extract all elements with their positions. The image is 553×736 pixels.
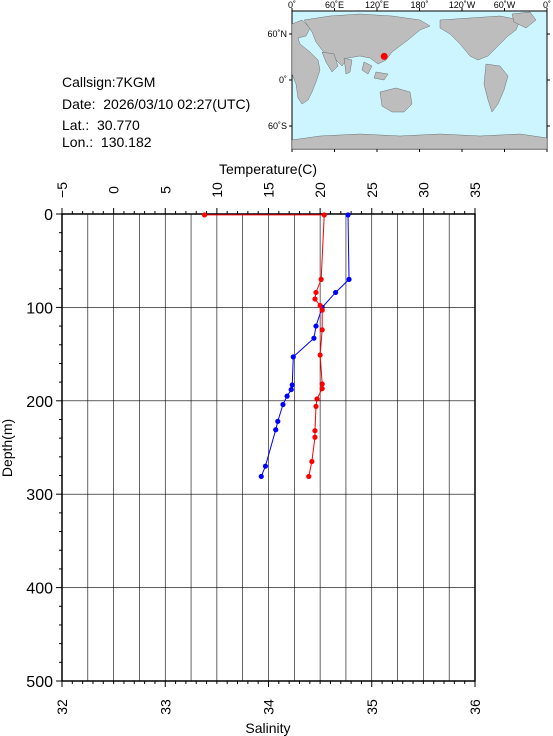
salinity-point [288,386,294,393]
map-land [291,11,548,150]
temperature-tick-label: 5 [157,186,173,194]
temperature-point [312,428,318,434]
salinity-point [275,418,281,424]
temperature-tick-label: 35 [467,182,483,198]
map-lon-label: 120˚W [449,0,476,10]
temperature-point [319,386,325,392]
temperature-point [313,403,319,410]
land-australia [379,87,413,113]
salinity-point [289,382,295,388]
land-southeast-asia [361,61,389,81]
depth-tick-label: 200 [26,394,53,411]
salinity-tick-label: 34 [261,699,277,715]
salinity-point [333,289,339,296]
salinity-point [345,212,351,218]
map-lon-label: 0˚ [543,0,551,10]
map-lon-label: 180˚ [410,0,428,10]
salinity-axis-label: Salinity [245,720,290,736]
temperature-point [201,212,208,218]
salinity-point [284,393,290,399]
temperature-tick-label: 25 [364,182,380,198]
temperature-point [309,458,315,465]
temperature-point [317,302,323,309]
temperature-tick-label: 20 [312,182,328,198]
depth-axis-label: Depth(m) [0,419,15,477]
callsign-text: Callsign:7KGM [62,74,156,90]
land-antarctica [291,133,548,150]
temperature-point [314,396,320,402]
depth-tick-label: 400 [26,581,53,598]
map-lon-label: 60˚E [325,0,344,10]
map-lon-label: 60˚W [494,0,516,10]
temperature-tick-label: 0 [106,186,122,194]
depth-tick-label: 300 [26,487,53,504]
temperature-point [318,276,324,282]
temperature-tick-label: 15 [261,182,277,198]
date-text: Date: 2026/03/10 02:27(UTC) [62,96,251,112]
land-north-america [439,15,521,61]
temperature-point [319,381,325,387]
location-marker [380,52,388,60]
temperature-tick-label: 10 [209,182,225,198]
salinity-point [273,427,279,433]
salinity-point [258,473,264,480]
temperature-point [312,296,318,302]
salinity-tick-label: 33 [157,699,173,715]
lon-text: Lon.: 130.182 [62,134,152,150]
salinity-point [280,401,286,408]
salinity-profile-line [260,214,350,477]
temperature-tick-label: −5 [54,182,70,198]
temperature-point [317,352,323,358]
salinity-tick-label: 35 [364,699,380,715]
salinity-tick-label: 32 [54,699,70,715]
temperature-point [306,473,312,480]
temperature-point [319,307,325,313]
salinity-point [313,323,319,329]
map-lat-label: 0˚ [279,75,287,85]
salinity-point [262,463,269,469]
land-greenland [511,11,537,29]
temperature-point [312,434,318,440]
temperature-point [319,327,325,333]
map-lat-label: 60˚S [268,121,287,131]
world-map: 0˚ 60˚E 120˚E 180˚ 120˚W 60˚W 0˚ 60˚N 0˚ 60˚S [267,0,551,152]
temperature-axis-label: Temperature(C) [219,161,317,177]
map-lon-label: 0˚ [288,0,296,10]
salinity-point [346,276,352,282]
land-europe-africa [291,19,321,105]
depth-tick-label: 0 [44,207,53,224]
salinity-point [290,354,296,360]
land-south-america [483,63,509,113]
temperature-point [321,212,327,218]
lat-text: Lat.: 30.770 [62,117,140,133]
depth-tick-label: 500 [26,674,53,691]
land-arabia-india [321,51,353,75]
salinity-point [311,335,317,341]
map-lon-label: 120˚E [365,0,389,10]
depth-tick-label: 100 [26,300,53,317]
temperature-tick-label: 30 [415,182,431,198]
temperature-point [313,289,319,296]
salinity-tick-label: 36 [467,699,483,715]
map-lat-label: 60˚N [267,29,287,39]
